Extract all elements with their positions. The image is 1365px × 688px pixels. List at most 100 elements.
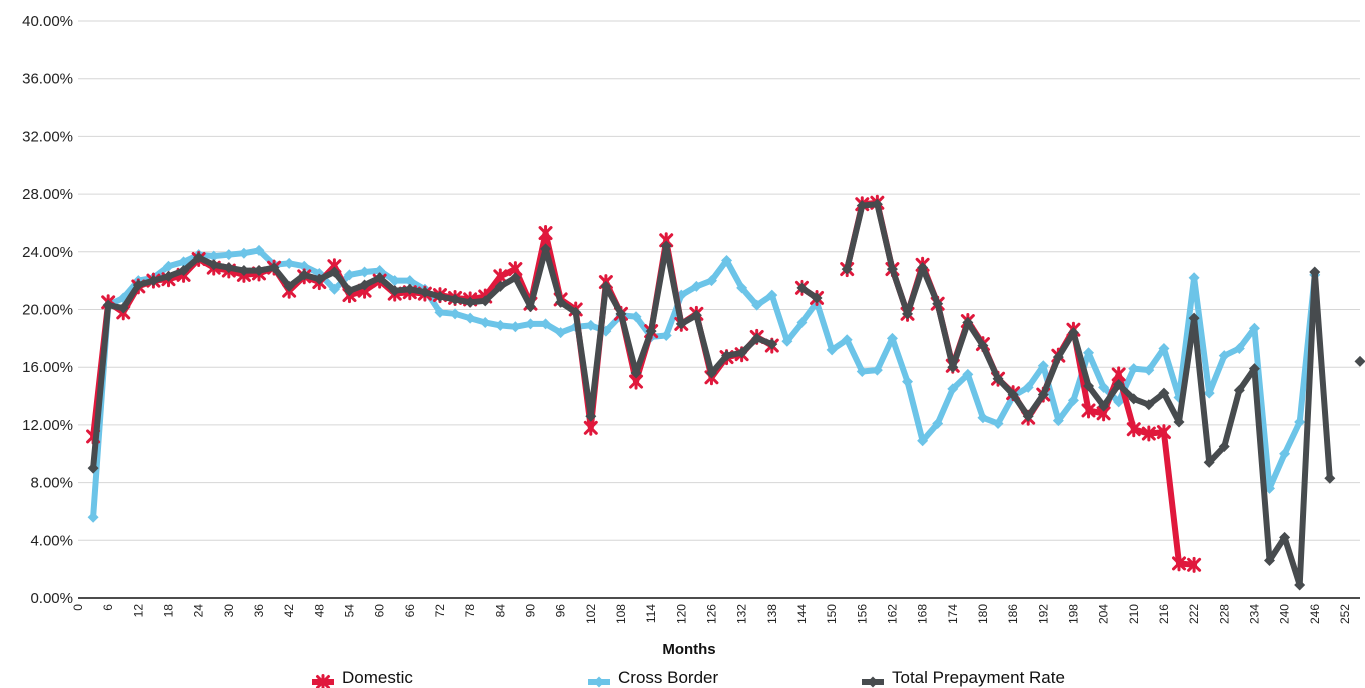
data-point-diamond: [766, 338, 778, 350]
data-point-diamond: [1309, 266, 1321, 278]
data-point-diamond: [404, 283, 416, 295]
data-point-diamond: [343, 269, 355, 281]
data-point-diamond: [947, 383, 959, 395]
data-point-diamond: [540, 318, 552, 330]
data-point-diamond: [645, 325, 657, 337]
data-point-diamond: [389, 275, 401, 287]
data-point-diamond: [902, 308, 914, 320]
data-point-diamond: [419, 286, 431, 298]
data-point-diamond: [1128, 393, 1140, 405]
data-point-diamond: [223, 249, 235, 261]
data-point-diamond: [1233, 342, 1245, 354]
x-tick-label: 210: [1127, 604, 1141, 624]
data-point-diamond: [867, 676, 879, 688]
series-line: [90, 247, 1318, 521]
data-point-diamond: [147, 275, 159, 287]
x-tick-label: 54: [342, 604, 356, 618]
x-tick-label: 126: [704, 604, 718, 624]
data-point-diamond: [87, 511, 99, 523]
x-tick-label: 12: [131, 604, 145, 618]
data-point-diamond: [479, 316, 491, 328]
data-point-diamond: [690, 280, 702, 292]
data-point-diamond: [1037, 360, 1049, 372]
data-point-diamond: [947, 361, 959, 373]
y-tick-label: 8.00%: [30, 475, 73, 492]
data-point-diamond: [132, 279, 144, 291]
x-tick-label: 168: [916, 604, 930, 624]
legend-item-domestic: Domestic: [312, 668, 413, 688]
data-point-diamond: [494, 280, 506, 292]
series-total-prepayment-rate: [87, 198, 1365, 591]
data-point-diamond: [162, 260, 174, 272]
data-point-diamond: [555, 327, 567, 339]
legend-label: Cross Border: [618, 668, 718, 687]
data-point-diamond: [593, 676, 605, 688]
data-point-diamond: [977, 412, 989, 424]
data-point-diamond: [736, 347, 748, 359]
y-tick-label: 36.00%: [22, 71, 73, 88]
data-point-diamond: [615, 308, 627, 320]
data-point-diamond: [1248, 363, 1260, 375]
data-point-diamond: [1279, 531, 1291, 543]
data-point-diamond: [796, 282, 808, 294]
data-point-diamond: [841, 334, 853, 346]
data-point-diamond: [479, 295, 491, 307]
data-point-diamond: [162, 270, 174, 282]
data-point-diamond: [102, 299, 114, 311]
data-point-diamond: [1098, 400, 1110, 412]
data-point-diamond: [675, 318, 687, 330]
data-point-diamond: [856, 366, 868, 378]
x-tick-label: 222: [1187, 604, 1201, 624]
data-point-diamond: [721, 350, 733, 362]
data-point-diamond: [992, 373, 1004, 385]
data-point-diamond: [359, 266, 371, 278]
y-axis-ticks: 0.00% 4.00% 8.00% 12.00% 16.00% 20.00% 24.00% 2…: [22, 13, 73, 607]
data-point-diamond: [962, 316, 974, 328]
data-point-diamond: [1279, 448, 1291, 460]
x-tick-label: 120: [674, 604, 688, 624]
series-line: [90, 243, 775, 472]
data-point-diamond: [1264, 554, 1276, 566]
data-point-diamond: [1067, 327, 1079, 339]
data-point-diamond: [434, 306, 446, 318]
data-point-diamond: [630, 311, 642, 323]
data-point-diamond: [328, 266, 340, 278]
data-point-diamond: [223, 262, 235, 274]
data-point-star: [1187, 556, 1202, 573]
y-tick-label: 4.00%: [30, 532, 73, 549]
data-point-diamond: [917, 435, 929, 447]
data-point-diamond: [826, 344, 838, 356]
x-tick-label: 84: [493, 604, 507, 618]
data-point-diamond: [359, 279, 371, 291]
y-tick-label: 20.00%: [22, 302, 73, 319]
data-point-diamond: [494, 319, 506, 331]
data-point-diamond: [1218, 441, 1230, 453]
data-point-star: [1156, 424, 1171, 441]
data-point-diamond: [705, 367, 717, 379]
x-tick-label: 102: [584, 604, 598, 624]
data-point-diamond: [1083, 380, 1095, 392]
data-point-diamond: [917, 262, 929, 274]
x-tick-label: 228: [1217, 604, 1231, 624]
x-tick-label: 186: [1006, 604, 1020, 624]
data-point-diamond: [1188, 312, 1200, 324]
x-tick-label: 192: [1036, 604, 1050, 624]
legend-label: Total Prepayment Rate: [892, 668, 1065, 687]
x-tick-label: 216: [1157, 604, 1171, 624]
data-point-diamond: [208, 250, 220, 262]
data-point-diamond: [871, 198, 883, 210]
x-tick-label: 198: [1066, 604, 1080, 624]
data-point-diamond: [374, 265, 386, 277]
x-tick-label: 132: [735, 604, 749, 624]
data-point-diamond: [1037, 389, 1049, 401]
x-tick-label: 36: [252, 604, 266, 618]
data-point-diamond: [886, 263, 898, 275]
x-axis-label: Months: [662, 641, 715, 658]
data-point-star: [1172, 555, 1187, 572]
data-point-diamond: [796, 316, 808, 328]
data-point-diamond: [932, 298, 944, 310]
data-point-diamond: [464, 312, 476, 324]
data-point-diamond: [509, 321, 521, 333]
data-point-diamond: [570, 306, 582, 318]
data-point-diamond: [117, 302, 129, 314]
